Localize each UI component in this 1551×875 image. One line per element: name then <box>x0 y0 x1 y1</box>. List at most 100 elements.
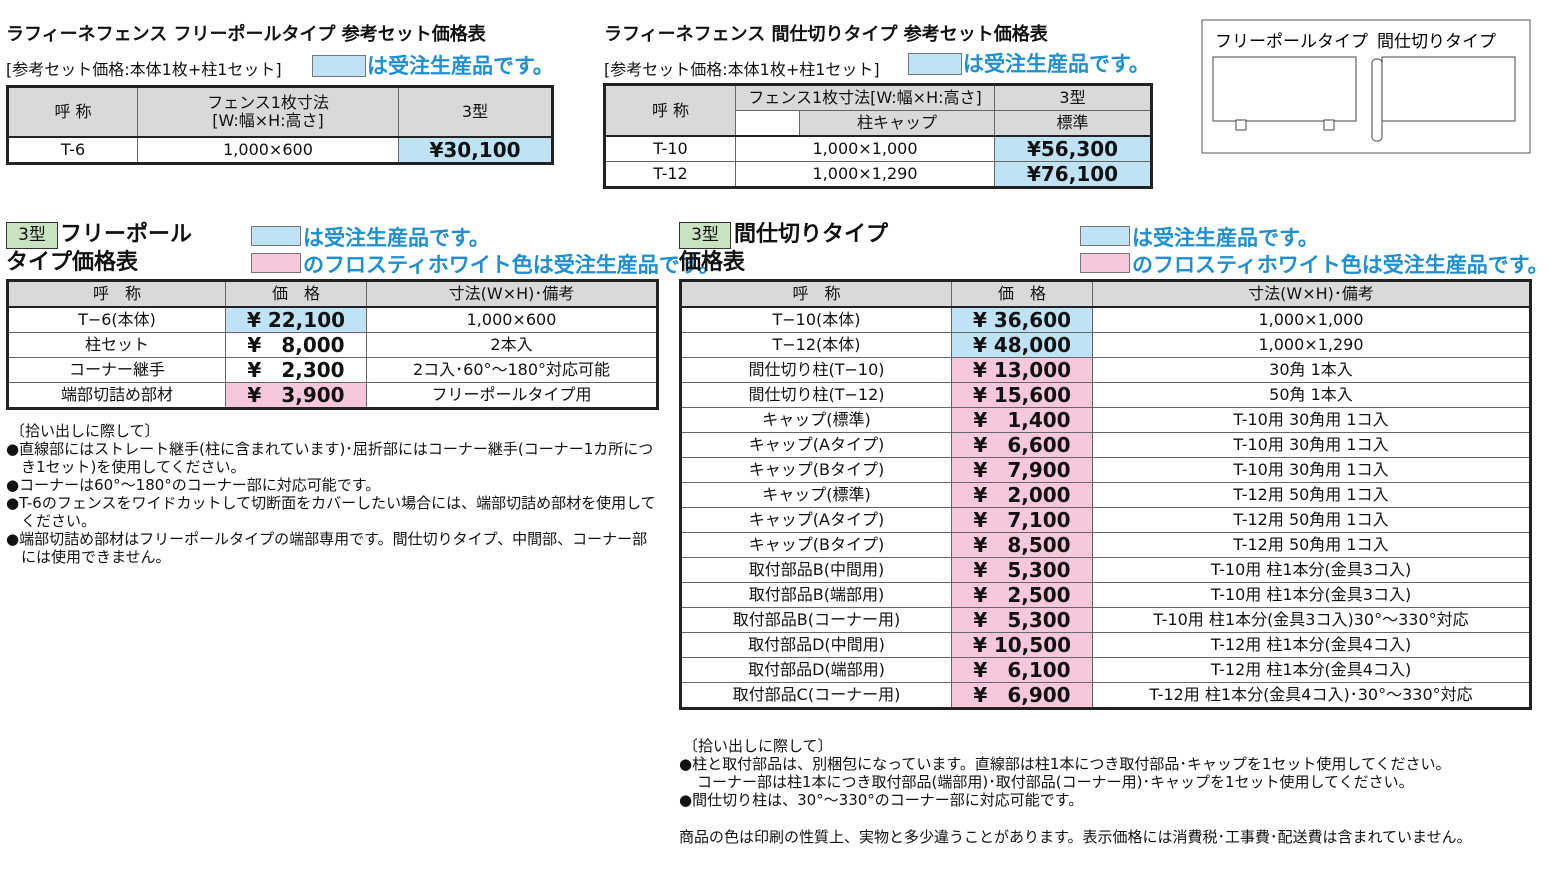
set-table: 呼 称 フェンス1枚寸法[W:幅×H:高さ] 3型 柱キャップ 標準 T-10 1… <box>603 83 1154 189</box>
legend-text: は受注生産品です。 <box>1132 226 1319 250</box>
set-subtitle: [参考セット価格:本体1枚+柱1セット] <box>604 60 880 79</box>
table-row: キャップ(Bタイプ) ¥ 7,900 T-10用 30角用 1コ入 <box>680 457 1531 483</box>
price-cell: ¥ 7,100 <box>951 507 1093 533</box>
price-cell: ¥ 1,400 <box>951 407 1093 433</box>
name-cell: T−10(本体) <box>680 306 952 333</box>
name-cell: キャップ(標準) <box>680 407 952 433</box>
legend-swatch <box>312 55 366 77</box>
note-cell: 1,000×1,000 <box>1092 306 1531 333</box>
badge: 3型 <box>6 222 58 249</box>
table-row: 間仕切り柱(T−12) ¥ 15,600 50角 1本入 <box>680 382 1531 408</box>
header-cell: 価 格 <box>225 280 367 308</box>
note-cell: T-10用 柱1本分(金具3コ入)30°〜330°対応 <box>1092 607 1531 633</box>
set-table: 呼 称 フェンス1枚寸法 [W:幅×H:高さ] 3型 T-6 1,000×600 ¥3… <box>6 85 554 165</box>
table-row: 取付部品D(中間用) ¥ 10,500 T-12用 柱1本分(金具4コ入) <box>680 632 1531 658</box>
size-cell: 1,000×1,290 <box>734 161 996 188</box>
size-cell: 1,000×600 <box>137 136 399 164</box>
price-table: 呼 称価 格寸法(W×H)･備考 T−6(本体) ¥ 22,100 1,000×600… <box>6 279 659 410</box>
price-cell: ¥ 6,900 <box>951 682 1093 709</box>
header-cell: 3型 <box>398 86 553 138</box>
note-cell: 1,000×600 <box>366 306 658 333</box>
name-cell: 取付部品D(中間用) <box>680 632 952 658</box>
note-line: ●柱と取付部品は、別梱包になっています。直線部は柱1本につき取付部品･キャップを… <box>679 755 1451 773</box>
note-cell: T-10用 30角用 1コ入 <box>1092 407 1531 433</box>
table-row: コーナー継手 ¥ 2,300 2コ入･60°〜180°対応可能 <box>7 357 658 383</box>
header-cell: 価 格 <box>951 280 1093 308</box>
note-cell: 2コ入･60°〜180°対応可能 <box>366 357 658 383</box>
note-cell: T-10用 30角用 1コ入 <box>1092 457 1531 483</box>
header-cell: 柱キャップ <box>798 110 996 137</box>
note-line: 〔拾い出しに際して〕 <box>10 422 160 440</box>
name-cell: 間仕切り柱(T−12) <box>680 382 952 408</box>
notes: 〔拾い出しに際して〕 ●柱と取付部品は、別梱包になっています。直線部は柱1本につき… <box>679 737 1549 809</box>
legend-swatch <box>251 253 301 273</box>
fence-panel <box>1381 56 1516 122</box>
table-row: T−12(本体) ¥ 48,000 1,000×1,290 <box>680 332 1531 358</box>
table-row: T-10 1,000×1,000 ¥56,300 <box>604 135 1153 162</box>
name-cell: T-12 <box>604 161 736 188</box>
table-row: 取付部品B(コーナー用) ¥ 5,300 T-10用 柱1本分(金具3コ入)30°〜… <box>680 607 1531 633</box>
price-cell: ¥ 2,500 <box>951 582 1093 608</box>
header-cell: フェンス1枚寸法[W:幅×H:高さ] <box>734 84 996 111</box>
pole <box>1371 58 1383 142</box>
note-line: ●コーナーは60°〜180°のコーナー部に対応可能です。 <box>6 476 381 494</box>
price-cell: ¥ 10,500 <box>951 632 1093 658</box>
note-cell: T-12用 柱1本分(金具4コ入) <box>1092 632 1531 658</box>
name-cell: T−6(本体) <box>7 306 226 333</box>
table-row: T-12 1,000×1,290 ¥76,100 <box>604 161 1153 188</box>
header-cell: 標準 <box>994 110 1153 137</box>
legend-text: のフロスティホワイト色は受注生産品です。 <box>1132 253 1549 277</box>
price-cell: ¥ 22,100 <box>225 306 367 333</box>
header-cell: 呼 称 <box>680 280 952 308</box>
note-cell: T-10用 30角用 1コ入 <box>1092 432 1531 458</box>
header-row: 呼 称価 格寸法(W×H)･備考 <box>7 280 658 308</box>
note-cell: フリーポールタイプ用 <box>366 382 658 409</box>
price-cell: ¥ 5,300 <box>951 557 1093 583</box>
price-cell: ¥ 13,000 <box>951 357 1093 383</box>
name-cell: キャップ(標準) <box>680 482 952 508</box>
notes: 〔拾い出しに際して〕 ●直線部にはストレート継手(柱に含まれています)･屈折部には… <box>6 422 661 566</box>
note-cell: T-12用 柱1本分(金具4コ入)･30°〜330°対応 <box>1092 682 1531 709</box>
name-cell: 端部切詰め部材 <box>7 382 226 409</box>
note-cell: T-10用 柱1本分(金具3コ入) <box>1092 582 1531 608</box>
name-cell: コーナー継手 <box>7 357 226 383</box>
diagram-label: フリーポールタイプ <box>1215 32 1368 52</box>
note-cell: 50角 1本入 <box>1092 382 1531 408</box>
pole-foot <box>1323 119 1335 131</box>
note-line: ●直線部にはストレート継手(柱に含まれています)･屈折部にはコーナー継手(コーナ… <box>6 440 654 476</box>
header-cell: 寸法(W×H)･備考 <box>1092 280 1531 308</box>
table-row: キャップ(Aタイプ) ¥ 7,100 T-12用 50角用 1コ入 <box>680 507 1531 533</box>
note-cell: T-10用 柱1本分(金具3コ入) <box>1092 557 1531 583</box>
legend-swatch <box>251 226 301 246</box>
note-cell: T-12用 50角用 1コ入 <box>1092 482 1531 508</box>
price-cell: ¥30,100 <box>398 136 553 164</box>
note-cell: T-12用 柱1本分(金具4コ入) <box>1092 657 1531 683</box>
legend-swatch <box>1080 226 1130 246</box>
price-table: 呼 称価 格寸法(W×H)･備考 T−10(本体) ¥ 36,600 1,000×1,… <box>679 279 1532 710</box>
price-cell: ¥ 6,100 <box>951 657 1093 683</box>
price-cell: ¥ 8,500 <box>951 532 1093 558</box>
name-cell: T-6 <box>7 136 138 164</box>
price-cell: ¥ 3,900 <box>225 382 367 409</box>
set-subtitle: [参考セット価格:本体1枚+柱1セット] <box>6 60 282 79</box>
name-cell: T-10 <box>604 135 736 162</box>
price-cell: ¥ 48,000 <box>951 332 1093 358</box>
name-cell: T−12(本体) <box>680 332 952 358</box>
footer-note: 商品の色は印刷の性質上、実物と多少違うことがあります。表示価格には消費税･工事費… <box>679 828 1472 846</box>
price-cell: ¥ 7,900 <box>951 457 1093 483</box>
diagram-label: 間仕切りタイプ <box>1377 32 1496 52</box>
table-row: T−6(本体) ¥ 22,100 1,000×600 <box>7 306 658 333</box>
section-title: フリーポール <box>60 222 193 247</box>
table-row: 柱セット ¥ 8,000 2本入 <box>7 332 658 358</box>
price-cell: ¥ 6,600 <box>951 432 1093 458</box>
note-cell: 30角 1本入 <box>1092 357 1531 383</box>
legend-swatch <box>908 53 962 75</box>
table-row: キャップ(Aタイプ) ¥ 6,600 T-10用 30角用 1コ入 <box>680 432 1531 458</box>
name-cell: 取付部品B(コーナー用) <box>680 607 952 633</box>
section-title: 間仕切りタイプ <box>734 222 889 247</box>
badge: 3型 <box>679 222 731 249</box>
note-cell: 2本入 <box>366 332 658 358</box>
name-cell: キャップ(Bタイプ) <box>680 457 952 483</box>
section-title: タイプ価格表 <box>6 250 139 275</box>
